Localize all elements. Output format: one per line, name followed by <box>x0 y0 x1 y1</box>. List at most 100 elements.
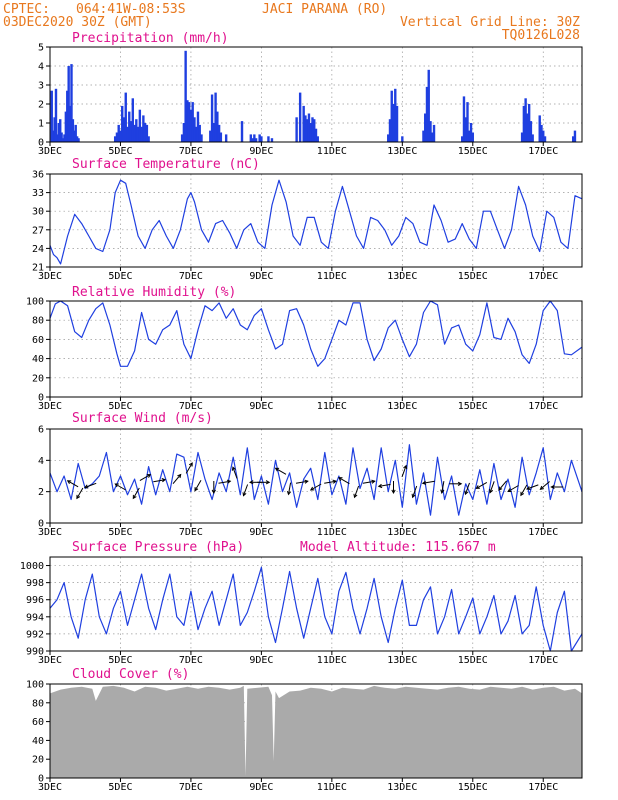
precip-bar <box>66 90 69 142</box>
wind-arrow-head <box>242 492 247 497</box>
y-tick-label: 30 <box>32 207 44 218</box>
wind-arrow-shaft <box>115 483 126 491</box>
precip-bar <box>462 96 466 142</box>
panel-frame <box>49 428 583 524</box>
precip-bar <box>314 128 318 142</box>
y-tick-label: 992 <box>26 629 44 640</box>
precip-bar <box>240 121 244 142</box>
x-tick-label: 13DEC <box>387 401 417 412</box>
y-tick-label: 80 <box>32 316 44 327</box>
precip-bar <box>543 136 547 142</box>
y-tick-label: 80 <box>32 698 44 709</box>
precip-bar <box>70 64 73 142</box>
wind-arrow <box>218 479 232 484</box>
wind-arrow-shaft <box>232 467 238 479</box>
wind-arrow-head <box>421 480 427 485</box>
cloud-cover-panel: Cloud Cover (%) 0 20 40 60 80 100 3DEC 5DEC 7DEC… <box>26 667 583 793</box>
wind-arrow-head <box>286 490 292 496</box>
precip-bar <box>195 126 198 142</box>
y-tick-label: 60 <box>32 717 44 728</box>
y-tick-label: 5 <box>38 43 44 54</box>
precip-bar <box>133 124 136 142</box>
x-tick-label: 7DEC <box>179 527 203 538</box>
precip-bar <box>542 130 545 142</box>
x-tick-label: 15DEC <box>458 271 488 282</box>
precip-bar <box>117 124 120 142</box>
wind-arrow <box>139 474 152 482</box>
wind-arrow <box>440 481 445 494</box>
precip-bar <box>71 119 75 142</box>
x-tick-label: 3DEC <box>38 401 62 412</box>
wind-arrow-shaft <box>153 479 166 483</box>
precip-bar <box>54 88 58 142</box>
precip-bar <box>61 138 65 142</box>
precip-bar <box>304 115 307 142</box>
y-tick-label: 0 <box>38 774 44 785</box>
wind-arrow-shaft <box>139 474 151 482</box>
wind-arrow-shaft <box>422 480 435 484</box>
wind-arrow <box>401 464 408 478</box>
precip-bar <box>253 134 256 142</box>
x-tick-label: 3DEC <box>38 271 62 282</box>
humidity-plot: 0 20 40 60 80 100 3DEC 5DEC 7DEC 9DEC 11DEC 13DEC 15… <box>26 297 583 412</box>
wind-arrow-head <box>211 489 216 495</box>
precip-bar <box>142 115 145 142</box>
wind-arrow <box>520 484 528 497</box>
precip-bar <box>267 136 270 142</box>
precip-bar <box>573 130 577 142</box>
wind-arrow-head <box>371 479 376 484</box>
precip-bar <box>249 134 253 142</box>
header: CPTEC: 064:41W-08:53S JACI PARANA (RO) 0… <box>3 2 580 43</box>
wind-arrow-head <box>391 489 396 495</box>
precip-bar <box>540 124 543 142</box>
wind-arrow <box>464 482 470 496</box>
precip-bar <box>138 109 142 142</box>
header-model-code: TQ0126L028 <box>502 28 580 43</box>
wind-arrow-shaft <box>76 487 84 499</box>
wind-arrow <box>242 484 249 497</box>
x-tick-label: 9DEC <box>249 146 273 157</box>
precip-bar <box>390 90 393 142</box>
precip-bar <box>251 138 254 142</box>
wind-arrow-head <box>338 477 343 481</box>
precip-bar <box>307 113 311 142</box>
precip-bar <box>527 104 531 142</box>
precip-bar <box>64 111 68 142</box>
precip-bar <box>51 130 55 142</box>
wind-arrow-head <box>114 483 119 488</box>
temperature-panel: Surface Temperature (nC) 21 24 27 30 33 36 3DE… <box>32 157 583 282</box>
wind-arrow-head <box>457 481 463 486</box>
precip-bar <box>466 102 469 142</box>
x-tick-label: 9DEC <box>249 782 273 793</box>
y-tick-label: 0 <box>38 138 44 149</box>
wind-arrow <box>421 480 435 485</box>
wind-arrow <box>338 477 350 485</box>
precip-bar <box>59 119 62 142</box>
precip-bar <box>298 92 302 142</box>
precip-bar <box>295 117 298 142</box>
temperature-plot: 21 24 27 30 33 36 3DEC 5DEC 7DEC 9DEC 11DEC 13DEC 15… <box>32 170 583 282</box>
wind-arrow-head <box>309 486 315 491</box>
precip-bar <box>68 105 72 142</box>
precip-bar <box>258 134 261 142</box>
precip-bar <box>210 94 214 142</box>
y-tick-label: 21 <box>32 263 44 274</box>
y-tick-label: 998 <box>26 578 44 589</box>
x-tick-label: 11DEC <box>317 527 347 538</box>
pressure-title: Surface Pressure (hPa) <box>72 540 244 555</box>
wind-arrow-head <box>520 491 525 497</box>
precip-bar <box>209 130 212 142</box>
wind-arrow <box>194 479 202 492</box>
wind-arrow-shaft <box>476 481 488 489</box>
precip-bar <box>217 124 221 142</box>
precip-bar <box>136 126 140 142</box>
wind-arrow <box>83 482 97 489</box>
precip-bar <box>469 123 473 142</box>
wind-arrow-shaft <box>295 480 308 484</box>
pressure-series-line <box>49 566 583 652</box>
precip-bar <box>186 100 189 142</box>
wind-arrow <box>498 480 507 491</box>
precip-bar <box>468 130 471 142</box>
wind-arrow-shaft <box>526 484 539 490</box>
precip-bar <box>75 136 79 142</box>
